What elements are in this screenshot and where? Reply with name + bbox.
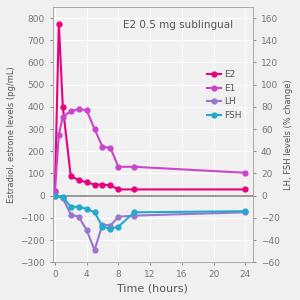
Text: E2 0.5 mg sublingual: E2 0.5 mg sublingual (123, 20, 233, 30)
Y-axis label: LH, FSH levels (% change): LH, FSH levels (% change) (284, 79, 293, 190)
Y-axis label: Estradiol, estrone levels (pg/mL): Estradiol, estrone levels (pg/mL) (7, 66, 16, 203)
Legend: E2, E1, LH, FSH: E2, E1, LH, FSH (205, 68, 245, 123)
X-axis label: Time (hours): Time (hours) (117, 283, 188, 293)
